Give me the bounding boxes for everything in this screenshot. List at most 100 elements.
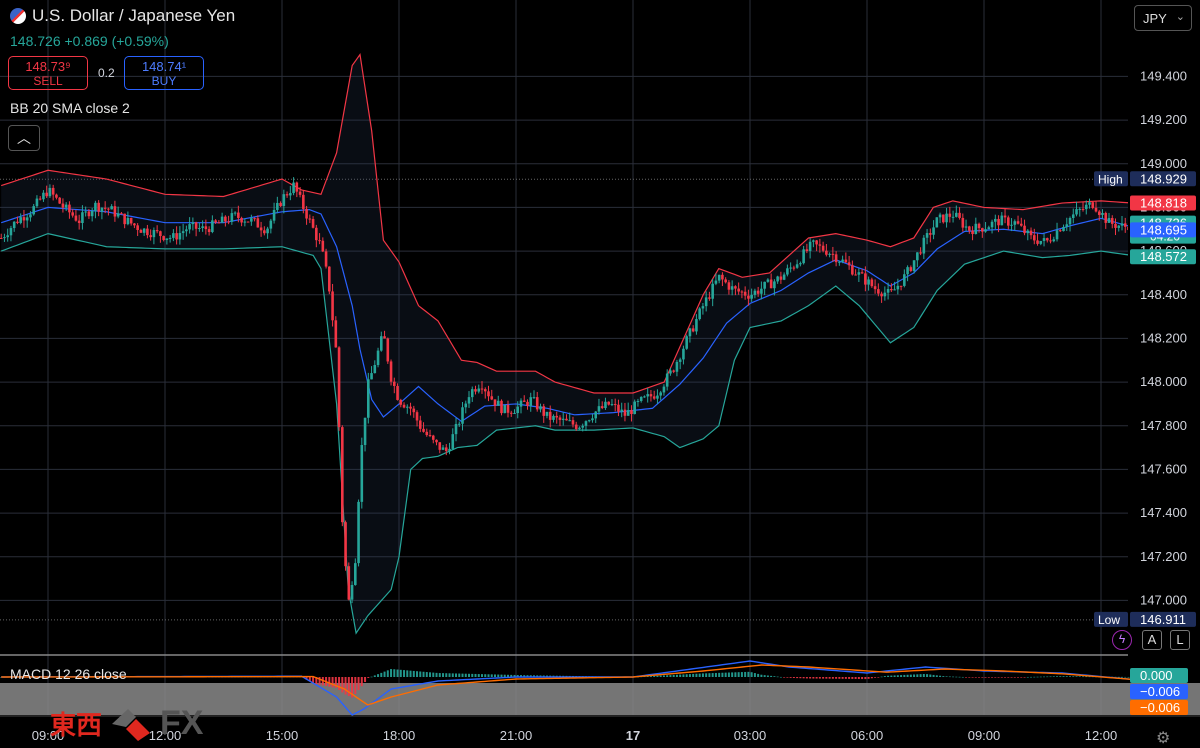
candle-body [328,266,331,292]
settings-gear-icon[interactable]: ⚙ [1156,730,1171,747]
macd-histogram-bar [373,675,376,677]
candle-body [321,240,325,252]
macd-histogram-bar [377,674,380,677]
macd-histogram-bar [815,677,818,679]
macd-histogram-bar [841,677,844,679]
candle-body [155,230,159,232]
candle-body [116,213,120,217]
currency-value: JPY [1143,11,1167,26]
lightning-icon[interactable]: ϟ [1112,630,1132,650]
macd-histogram-bar [695,673,698,677]
buy-button[interactable]: 148.74¹ BUY [124,56,204,90]
macd-indicator-label[interactable]: MACD 12 26 close [10,666,127,682]
macd-histogram-bar [740,672,743,677]
macd-histogram-bar [334,677,337,688]
chart-header: U.S. Dollar / Japanese Yen [10,6,235,26]
candle-body [334,320,338,348]
candle-body [519,400,523,407]
macd-histogram-bar [747,671,750,677]
y-tick-label: 149.200 [1140,112,1187,127]
macd-histogram-bar [877,677,880,678]
price-tag [1130,195,1196,211]
x-tick-label: 15:00 [266,728,299,743]
candle-body [240,217,243,223]
price-tag [1130,171,1196,187]
macd-histogram-bar [942,676,945,677]
macd-histogram-bar [909,674,912,677]
candle-body [324,251,328,267]
macd-histogram-bar [419,671,422,677]
candle-body [256,218,260,228]
candle-body [763,281,766,289]
candle-body [685,336,688,349]
candle-body [639,396,643,402]
macd-histogram-bar [948,676,951,678]
macd-histogram-bar [848,677,851,679]
candle-body [107,208,110,210]
candle-body [630,410,633,414]
candle-body [38,198,42,200]
macd-histogram-bar [968,677,971,678]
macd-histogram-bar [506,674,509,677]
candle-body [409,406,412,409]
candle-body [886,289,890,293]
price-tag-label: 148.572 [1140,249,1187,264]
macd-histogram-bar [1069,676,1072,677]
watermark-logo: 東西 FX [50,704,203,743]
candle-body [457,423,461,425]
candle-body [318,240,321,242]
macd-histogram-bar [773,676,776,677]
candle-body [237,212,240,218]
macd-histogram-bar [438,673,441,677]
log-scale-button[interactable]: L [1170,630,1190,650]
macd-histogram-bar [883,676,886,677]
sell-button[interactable]: 148.73⁹ SELL [8,56,88,90]
candle-body [1032,235,1036,241]
macd-histogram-bar [1114,676,1117,678]
macd-histogram-bar [494,674,497,677]
candle-body [760,288,763,294]
buy-label: BUY [151,74,177,88]
macd-histogram-bar [861,677,864,680]
macd-histogram-bar [939,675,942,677]
macd-histogram-bar [1127,676,1130,678]
candle-body [841,259,844,262]
candle-body [162,236,165,240]
candle-body [636,401,640,403]
macd-histogram-bar [458,673,461,677]
candle-body [633,401,636,414]
bb-indicator-label[interactable]: BB 20 SMA close 2 [10,100,130,116]
macd-histogram-bar [672,674,675,677]
candle-body [812,240,815,242]
macd-histogram-bar [903,674,906,677]
candle-body [1042,238,1046,241]
candle-body [1101,212,1104,215]
x-tick-label: 06:00 [851,728,884,743]
macd-histogram-bar [796,677,799,679]
candle-body [851,265,854,275]
auto-scale-button[interactable]: A [1142,630,1162,650]
candle-body [311,219,315,228]
candle-body [899,285,903,287]
macd-histogram-bar [649,676,652,677]
candle-body [367,379,370,418]
candle-body [912,260,916,271]
candle-body [548,411,552,420]
candle-body [509,412,513,414]
candle-body [77,220,81,223]
candle-body [847,262,851,266]
collapse-indicators-button[interactable]: ︿ [8,125,40,151]
y-tick-label: 147.200 [1140,549,1187,564]
macd-histogram-bar [399,669,402,677]
candle-body [711,283,714,299]
candle-body [734,286,737,289]
candle-body [233,212,237,214]
candle-body [383,336,386,339]
currency-select[interactable]: JPY ⌄ [1134,5,1192,31]
y-tick-label: 147.000 [1140,592,1187,607]
candle-body [360,444,364,502]
macd-histogram-bar [682,674,685,677]
macd-histogram-bar [786,677,789,678]
macd-histogram-bar [477,674,480,677]
